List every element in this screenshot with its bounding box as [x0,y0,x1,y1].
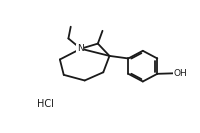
Text: HCl: HCl [37,99,54,109]
Text: N: N [77,44,83,53]
Text: OH: OH [174,68,188,78]
